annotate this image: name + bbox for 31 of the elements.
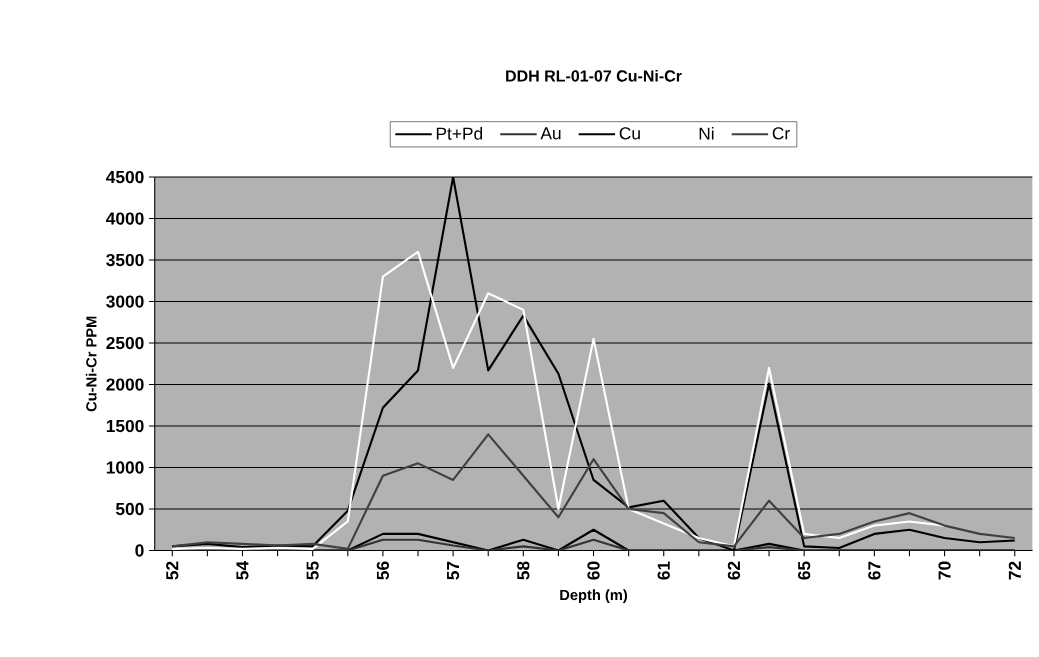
y-tick-label: 0 bbox=[135, 544, 144, 557]
legend-label: Cu bbox=[619, 127, 640, 140]
x-axis-title: Depth (m) bbox=[560, 589, 628, 603]
x-tick-label: 57 bbox=[447, 561, 460, 580]
y-tick-label: 3500 bbox=[106, 253, 144, 267]
x-tick-label: 58 bbox=[517, 561, 530, 580]
x-tick-label: 61 bbox=[657, 561, 670, 580]
x-tick-label: 55 bbox=[306, 561, 319, 580]
y-tick-label: 4500 bbox=[106, 170, 144, 184]
y-tick-label: 500 bbox=[115, 502, 144, 516]
y-tick-label: 1500 bbox=[106, 419, 144, 433]
y-tick-label: 1000 bbox=[106, 461, 144, 474]
legend-label: Pt+Pd bbox=[436, 126, 483, 140]
x-tick-label: 56 bbox=[376, 561, 390, 580]
text: Ni bbox=[699, 126, 714, 140]
y-axis-title: Cu-Ni-Cr PPM bbox=[85, 316, 97, 412]
y-tick-label: 3000 bbox=[106, 295, 144, 308]
x-tick-label: 62 bbox=[727, 561, 741, 580]
legend-label: Cr bbox=[772, 127, 790, 140]
x-tick-label: 54 bbox=[236, 560, 249, 580]
x-tick-label: 65 bbox=[798, 561, 811, 580]
y-tick-label: 2000 bbox=[106, 378, 144, 391]
x-tick-label: 72 bbox=[1008, 561, 1021, 580]
y-tick-label: 2500 bbox=[106, 336, 144, 350]
legend-label: Au bbox=[540, 127, 561, 140]
y-tick-label: 4000 bbox=[106, 212, 144, 225]
x-tick-label: 60 bbox=[587, 561, 600, 580]
x-tick-label: 67 bbox=[868, 561, 881, 580]
chart-title: DDH RL-01-07 Cu-Ni-Cr bbox=[506, 69, 682, 82]
x-tick-label: 70 bbox=[938, 561, 951, 580]
x-tick-label: 52 bbox=[166, 561, 179, 580]
